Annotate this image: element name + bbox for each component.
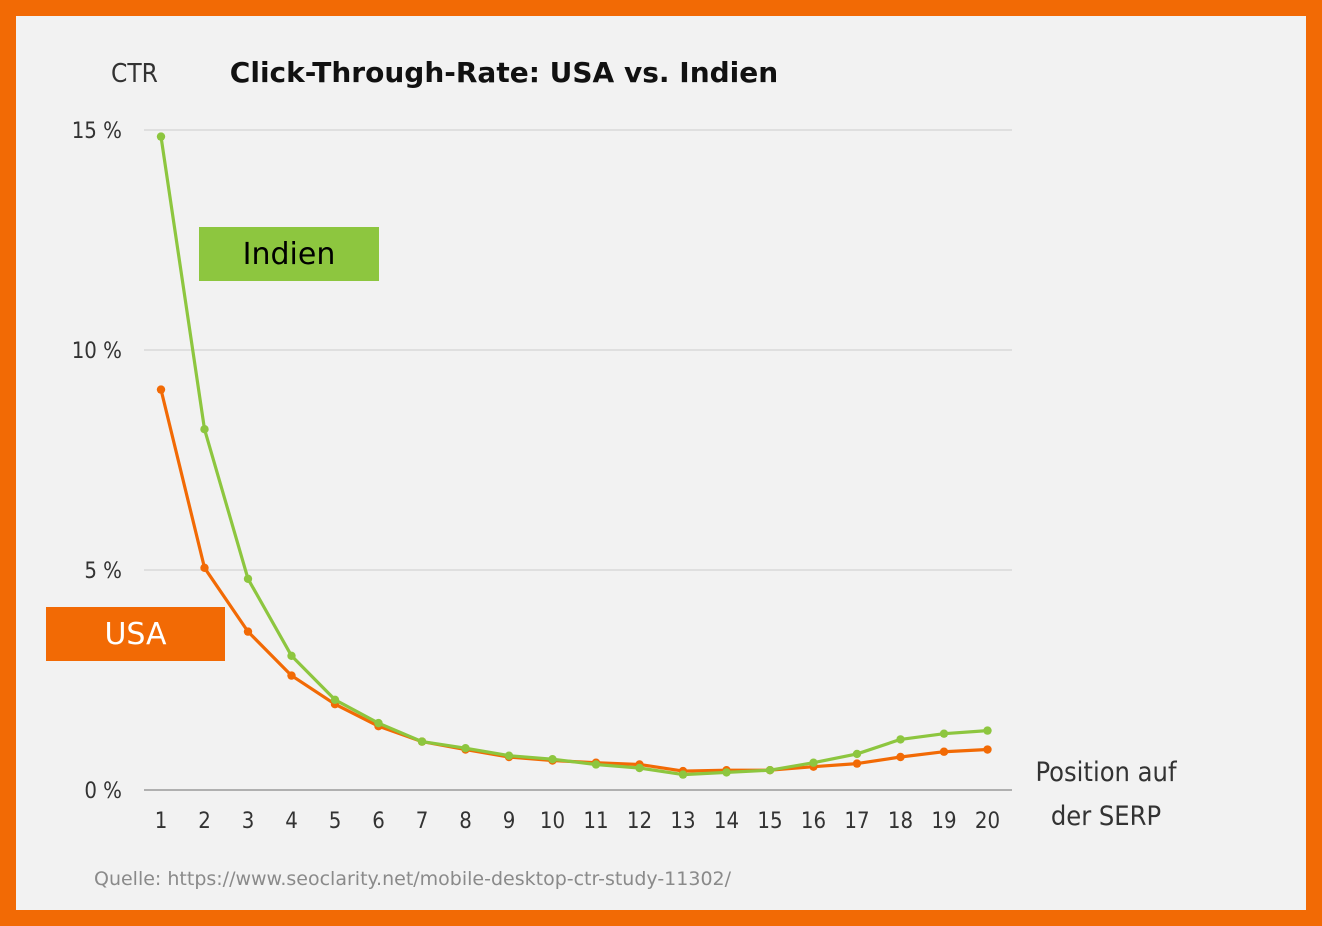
point-usa-2: [200, 563, 209, 572]
point-indien-8: [461, 744, 470, 753]
point-indien-5: [330, 695, 340, 704]
point-indien-16: [809, 758, 818, 767]
legend-usa-label: USA: [104, 616, 167, 652]
chart-frame: Click-Through-Rate: USA vs. Indien CTR 0…: [16, 16, 1306, 910]
x-tick-label-3: 3: [242, 809, 255, 834]
point-usa-3: [243, 627, 253, 636]
x-tick-label-19: 19: [931, 809, 956, 834]
point-indien-15: [765, 766, 775, 775]
point-indien-6: [374, 718, 383, 728]
point-indien-10: [548, 755, 557, 764]
point-indien-9: [504, 751, 514, 760]
y-axis-label: CTR: [111, 59, 158, 89]
x-tick-label-15: 15: [757, 809, 782, 834]
x-tick-label-20: 20: [975, 809, 1000, 834]
point-indien-18: [896, 735, 905, 744]
source-note: Quelle: https://www.seoclarity.net/mobil…: [94, 868, 732, 890]
point-indien-4: [287, 651, 296, 660]
point-indien-20: [983, 726, 992, 735]
point-usa-1: [156, 385, 166, 394]
point-indien-1: [156, 132, 166, 141]
gridlines: [144, 129, 1012, 791]
series-line-indien: [159, 134, 990, 777]
x-tick-label-11: 11: [583, 809, 608, 834]
point-usa-17: [852, 759, 862, 768]
y-tick-label-15: 15 %: [72, 119, 122, 144]
point-indien-13: [678, 770, 688, 779]
series-line-usa: [159, 388, 990, 773]
chart-title: Click-Through-Rate: USA vs. Indien: [230, 56, 778, 89]
point-usa-20: [983, 745, 992, 754]
x-tick-label-5: 5: [329, 809, 342, 834]
x-tick-label-18: 18: [888, 809, 913, 834]
ctr-line-chart: Click-Through-Rate: USA vs. Indien CTR 0…: [72, 56, 1178, 834]
x-axis-label-line2: der SERP: [1051, 801, 1161, 832]
legend-usa: USA: [46, 607, 225, 661]
x-tick-label-16: 16: [801, 809, 826, 834]
x-tick-label-13: 13: [670, 809, 695, 834]
point-usa-19: [939, 747, 949, 756]
point-usa-4: [287, 671, 296, 680]
x-tick-label-7: 7: [416, 809, 429, 834]
x-tick-label-17: 17: [844, 809, 869, 834]
y-tick-label-0: 0 %: [84, 779, 122, 804]
x-tick-label-4: 4: [285, 809, 298, 834]
x-tick-label-6: 6: [372, 809, 385, 834]
point-usa-18: [896, 752, 905, 762]
x-tick-label-14: 14: [714, 809, 739, 834]
legend-indien: Indien: [199, 227, 379, 281]
point-indien-2: [200, 425, 209, 434]
x-tick-label-12: 12: [627, 809, 652, 834]
point-indien-3: [243, 574, 253, 583]
point-indien-14: [722, 768, 731, 777]
point-indien-17: [852, 749, 862, 759]
y-tick-labels: 0 % 5 % 10 % 15 %: [72, 119, 122, 804]
legend-indien-label: Indien: [242, 236, 336, 272]
x-tick-label-2: 2: [198, 809, 211, 834]
x-tick-label-1: 1: [155, 809, 168, 834]
point-indien-7: [417, 737, 427, 746]
y-tick-label-5: 5 %: [84, 559, 122, 584]
series-group: [156, 132, 992, 779]
point-indien-19: [939, 729, 949, 738]
x-tick-labels: 1 2 3 4 5 6 7 8 9 10 11 12 13 14 15 16 17 18 19 20: [155, 809, 1000, 834]
x-tick-label-9: 9: [503, 809, 516, 834]
x-axis-label-line1: Position auf: [1035, 757, 1177, 788]
y-tick-label-10: 10 %: [72, 339, 122, 364]
x-tick-label-10: 10: [540, 809, 565, 834]
point-indien-11: [591, 760, 601, 769]
point-indien-12: [635, 763, 644, 773]
x-tick-label-8: 8: [459, 809, 472, 834]
